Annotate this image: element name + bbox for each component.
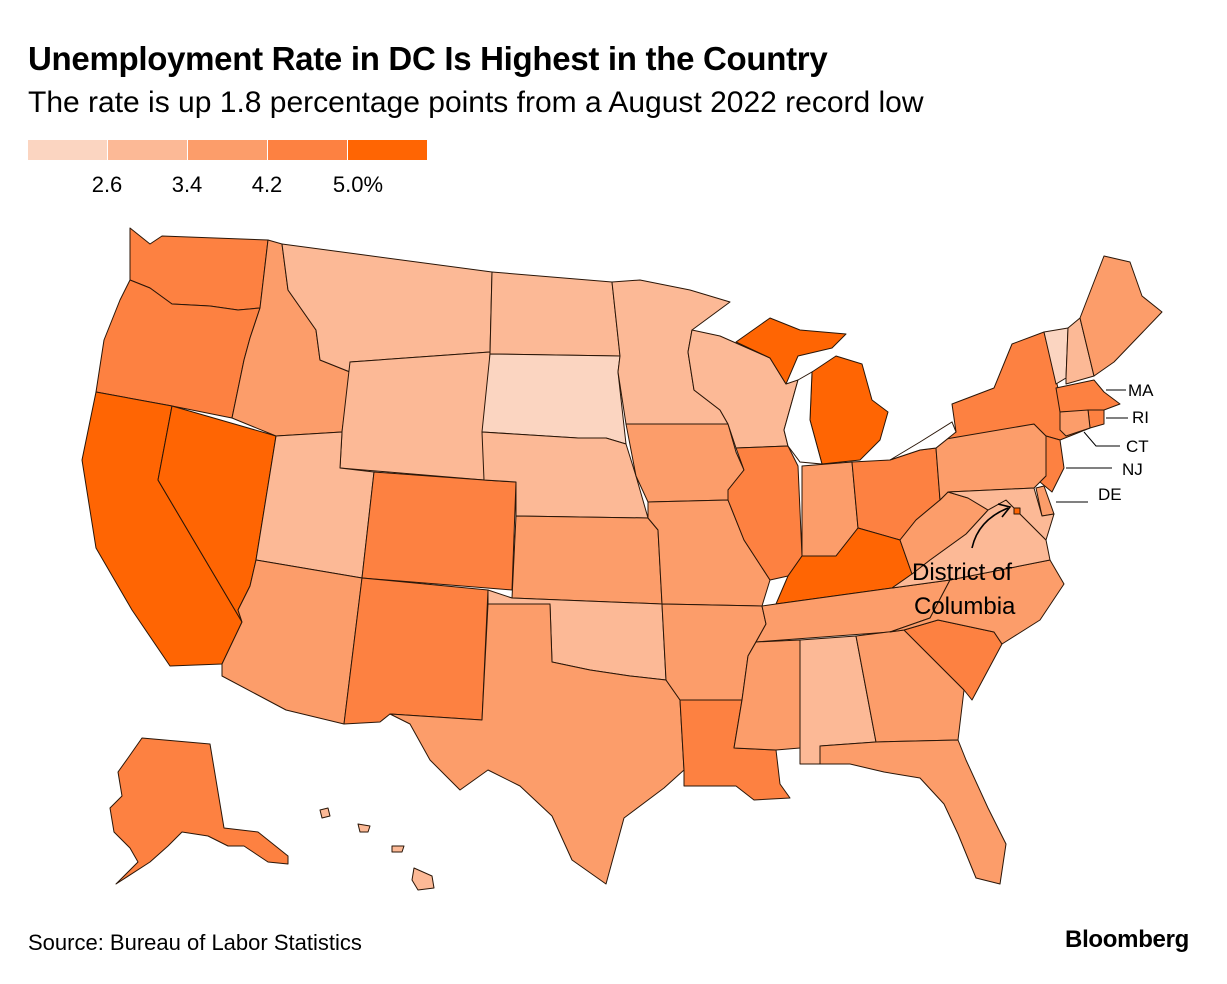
label-ri: RI (1132, 408, 1149, 427)
state-florida (819, 739, 1007, 885)
bloomberg-logo: Bloomberg (1065, 926, 1189, 953)
dc-arrowhead (997, 503, 1012, 518)
legend-tick-4-2: 4.2 (251, 172, 283, 197)
legend-tick-5-0: 5.0% (332, 172, 384, 197)
state-maine (1079, 255, 1163, 377)
state-kansas (511, 515, 663, 605)
state-south-dakota (481, 353, 627, 445)
state-hawaii (319, 807, 435, 891)
state-new-hampshire (1065, 317, 1095, 385)
state-maryland (947, 487, 1055, 541)
label-ma: MA (1128, 381, 1154, 400)
legend-swatch-5 (348, 140, 427, 160)
color-legend: 2.6 3.4 4.2 5.0% (28, 140, 428, 200)
state-wyoming (339, 351, 491, 481)
ct-leader-line (1083, 431, 1120, 447)
state-alaska (109, 737, 289, 885)
label-dc-line1: District of (912, 559, 1012, 586)
lake-michigan (783, 371, 823, 465)
state-nebraska (481, 431, 649, 519)
state-illinois (727, 445, 803, 581)
state-north-carolina (889, 559, 1065, 645)
state-rhode-island (1087, 409, 1105, 429)
states-layer (81, 227, 1163, 891)
legend-tick-3-4: 3.4 (171, 172, 203, 197)
state-texas (389, 603, 685, 885)
lake-erie (889, 421, 957, 461)
state-iowa (625, 423, 745, 503)
chart-title: Unemployment Rate in DC Is Highest in th… (28, 40, 828, 77)
state-connecticut (1059, 409, 1091, 437)
legend-swatch-2 (108, 140, 187, 160)
legend-swatch-1 (28, 140, 107, 160)
dc-arrow (971, 507, 1009, 549)
label-nj: NJ (1122, 460, 1143, 479)
legend-tick-2-6: 2.6 (91, 172, 123, 197)
great-lakes (783, 371, 957, 465)
legend-bar (28, 140, 428, 160)
state-massachusetts (1055, 379, 1121, 413)
state-colorado (361, 471, 517, 591)
callouts: MA RI CT NJ DE District of Columbia (912, 381, 1154, 620)
label-dc-line2: Columbia (914, 593, 1016, 620)
chart-subtitle: The rate is up 1.8 percentage points fro… (28, 86, 924, 119)
state-new-jersey (1039, 435, 1065, 493)
state-north-dakota (489, 271, 621, 357)
legend-swatch-4 (268, 140, 347, 160)
state-district-of-columbia (1013, 507, 1021, 515)
source-note: Source: Bureau of Labor Statistics (28, 930, 362, 955)
state-new-mexico (343, 577, 489, 725)
label-ct: CT (1126, 437, 1149, 456)
legend-swatch-3 (188, 140, 267, 160)
state-mississippi (733, 639, 801, 751)
label-de: DE (1098, 485, 1122, 504)
